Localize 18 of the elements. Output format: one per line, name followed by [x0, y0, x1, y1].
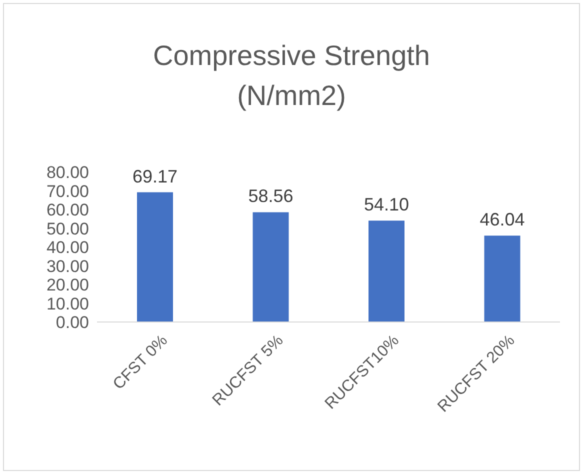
y-tick-label: 40.00	[46, 238, 89, 258]
bar	[368, 220, 404, 322]
bar	[484, 236, 520, 322]
data-label: 46.04	[480, 210, 525, 230]
bar	[137, 192, 173, 322]
y-tick-label: 70.00	[46, 182, 89, 201]
y-tick-label: 10.00	[46, 294, 89, 314]
y-tick-label: 0.00	[56, 313, 89, 332]
y-tick-label: 50.00	[46, 219, 89, 238]
chart-title: Compressive Strength (N/mm2)	[152, 39, 431, 113]
data-label: 69.17	[132, 166, 178, 186]
bar	[252, 212, 289, 322]
y-tick-label: 20.00	[46, 276, 89, 295]
y-tick-label: 30.00	[46, 256, 89, 276]
data-label: 54.10	[364, 194, 410, 215]
data-label: 58.56	[248, 186, 294, 206]
y-tick-label: 80.00	[46, 163, 89, 182]
y-tick-label: 60.00	[46, 200, 89, 220]
